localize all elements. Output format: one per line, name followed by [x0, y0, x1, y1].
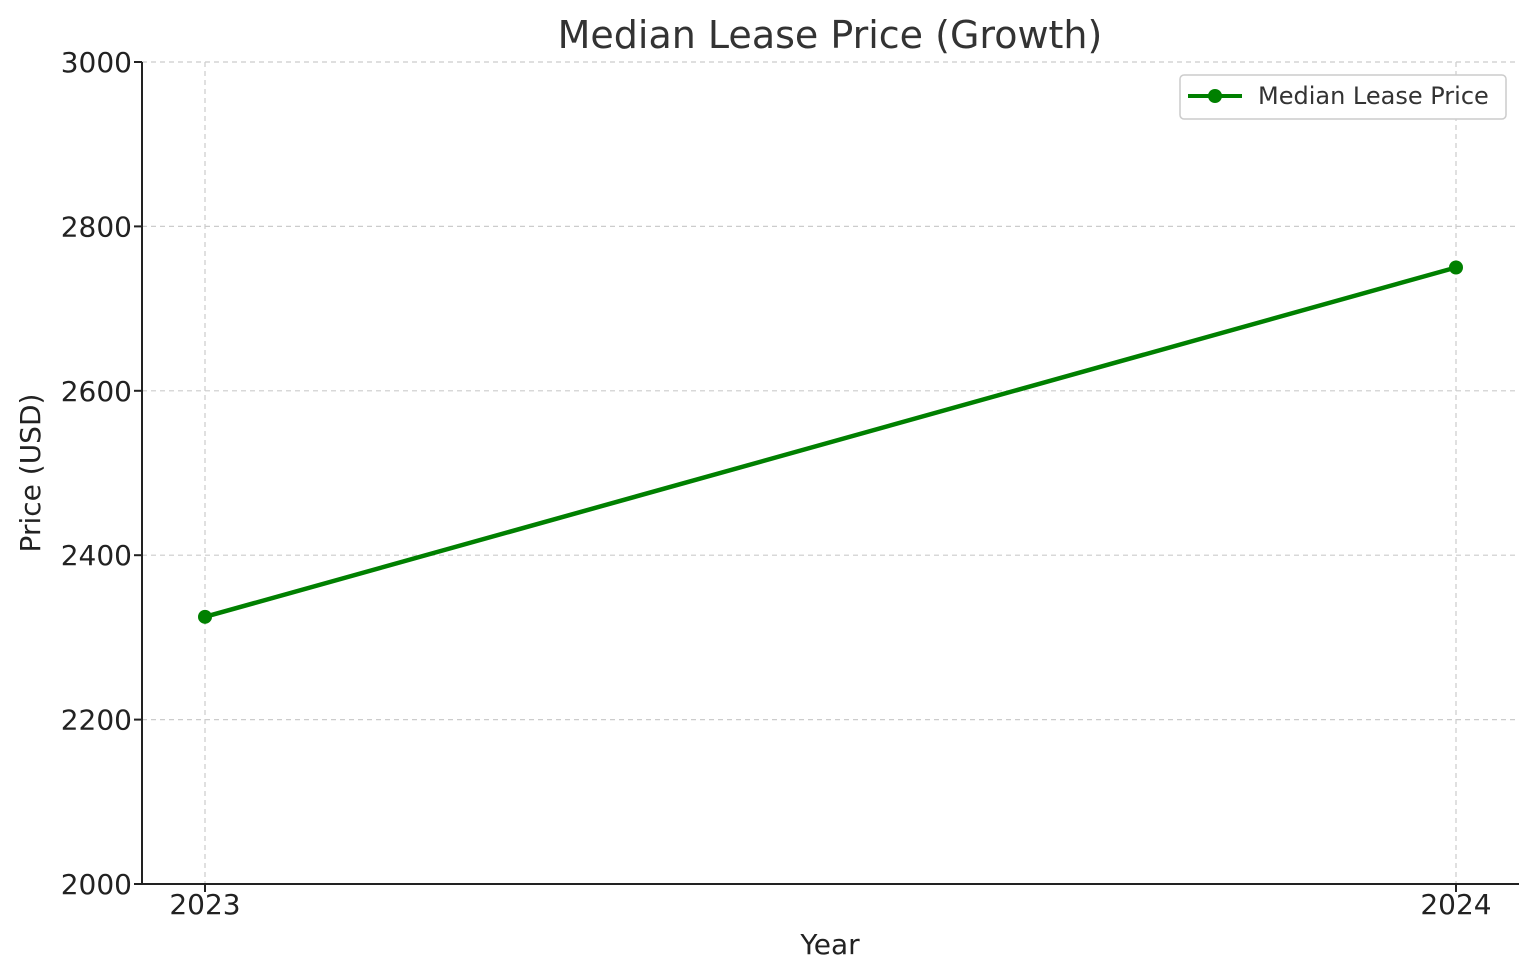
x-tick-label: 2023: [169, 888, 240, 921]
axes: [141, 62, 1519, 885]
legend-label: Median Lease Price: [1258, 82, 1489, 110]
y-tick-label: 2600: [61, 375, 132, 408]
x-axis-title: Year: [799, 928, 860, 961]
legend: Median Lease Price: [1179, 74, 1507, 120]
series: [198, 260, 1463, 624]
data-point: [198, 609, 212, 624]
y-tick-label: 2800: [61, 210, 132, 243]
x-tick-label: 2024: [1420, 888, 1491, 921]
grid: [142, 61, 1519, 885]
legend-marker-swatch: [1208, 89, 1222, 103]
chart-title: Median Lease Price (Growth): [558, 13, 1103, 57]
y-tick-label: 3000: [61, 46, 132, 79]
y-tick-label: 2200: [61, 704, 132, 737]
series-line: [202, 265, 1459, 620]
data-point: [1449, 260, 1463, 275]
y-tick-label: 2000: [61, 868, 132, 901]
y-tick-label: 2400: [61, 539, 132, 572]
legend-box: [1179, 74, 1507, 120]
ticks: 2000 2200 2400 2600 2800 3000 2023 2024: [61, 46, 1492, 921]
y-axis-title: Price (USD): [14, 394, 47, 553]
